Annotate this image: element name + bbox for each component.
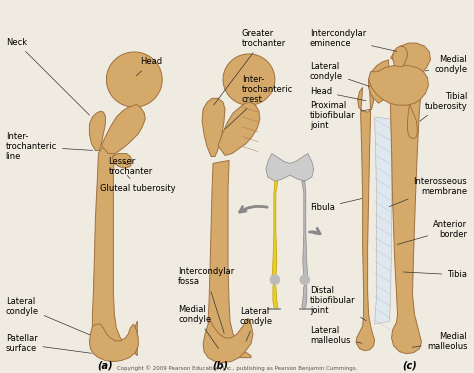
Polygon shape <box>374 117 392 324</box>
Text: (b): (b) <box>212 361 228 371</box>
Text: Lateral
malleolus: Lateral malleolus <box>310 326 362 345</box>
Text: Fibula: Fibula <box>310 198 362 212</box>
Text: Tibial
tuberosity: Tibial tuberosity <box>419 92 467 121</box>
Text: Intercondylar
eminence: Intercondylar eminence <box>310 29 397 51</box>
Text: Distal
tibiofibular
joint: Distal tibiofibular joint <box>310 286 366 321</box>
Text: Lateral
condyle: Lateral condyle <box>6 297 90 335</box>
Text: Medial
condyle: Medial condyle <box>425 55 467 74</box>
Text: Lateral
condyle: Lateral condyle <box>310 62 370 87</box>
Polygon shape <box>112 154 132 168</box>
Polygon shape <box>92 134 137 358</box>
Text: Lesser
trochanter: Lesser trochanter <box>109 157 153 176</box>
Polygon shape <box>356 87 374 351</box>
Polygon shape <box>302 181 308 282</box>
Polygon shape <box>218 102 260 156</box>
Polygon shape <box>369 65 428 105</box>
Polygon shape <box>202 98 225 157</box>
Polygon shape <box>203 318 253 363</box>
Polygon shape <box>408 104 418 139</box>
Text: Medial
malleolus: Medial malleolus <box>412 332 467 351</box>
Circle shape <box>300 275 310 285</box>
Text: Inter-
trochanteric
line: Inter- trochanteric line <box>6 132 92 161</box>
Text: Head: Head <box>137 57 163 76</box>
Text: Greater
trochanter: Greater trochanter <box>214 29 286 105</box>
Text: Anterior
border: Anterior border <box>397 220 467 244</box>
Polygon shape <box>208 160 251 358</box>
Text: Gluteal tuberosity: Gluteal tuberosity <box>100 175 176 192</box>
Text: Patellar
surface: Patellar surface <box>6 334 91 353</box>
Text: Head: Head <box>310 87 366 101</box>
Polygon shape <box>369 43 430 354</box>
Circle shape <box>270 275 280 285</box>
Text: (a): (a) <box>98 361 113 371</box>
Text: Interosseous
membrane: Interosseous membrane <box>389 176 467 207</box>
Polygon shape <box>90 111 105 151</box>
Text: Intercondylar
fossa: Intercondylar fossa <box>178 267 235 333</box>
Polygon shape <box>101 104 145 154</box>
Text: Copyright © 2009 Pearson Education, Inc., publishing as Pearson Benjamin Cumming: Copyright © 2009 Pearson Education, Inc.… <box>117 366 357 371</box>
Polygon shape <box>272 181 278 282</box>
Polygon shape <box>392 46 408 67</box>
Polygon shape <box>106 52 162 107</box>
Text: Proximal
tibiofibular
joint: Proximal tibiofibular joint <box>310 100 370 130</box>
Text: (c): (c) <box>402 361 417 371</box>
Polygon shape <box>223 54 275 105</box>
Text: Tibia: Tibia <box>403 270 467 279</box>
Polygon shape <box>266 154 314 181</box>
Text: Medial
condyle: Medial condyle <box>178 305 219 348</box>
Polygon shape <box>302 284 307 309</box>
Text: Lateral
condyle: Lateral condyle <box>240 307 273 341</box>
Text: Inter-
trochanteric
crest: Inter- trochanteric crest <box>225 75 293 129</box>
Polygon shape <box>90 324 138 361</box>
Text: Neck: Neck <box>6 38 90 115</box>
Polygon shape <box>273 284 278 309</box>
